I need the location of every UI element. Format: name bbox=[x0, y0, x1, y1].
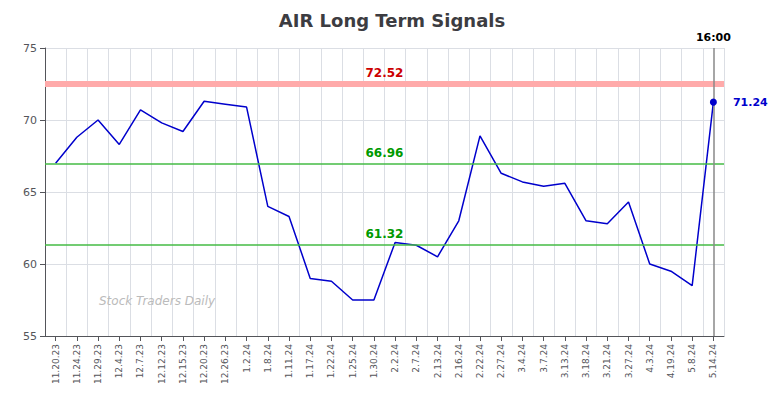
svg-text:16:00: 16:00 bbox=[696, 31, 731, 44]
svg-text:4.19.24: 4.19.24 bbox=[666, 344, 676, 379]
svg-text:11.24.23: 11.24.23 bbox=[72, 344, 82, 384]
svg-text:3.4.24: 3.4.24 bbox=[517, 344, 527, 373]
svg-text:2.7.24: 2.7.24 bbox=[411, 344, 421, 373]
svg-text:1.2.24: 1.2.24 bbox=[242, 344, 252, 373]
svg-text:2.16.24: 2.16.24 bbox=[454, 344, 464, 379]
svg-text:1.22.24: 1.22.24 bbox=[326, 344, 336, 379]
svg-text:55: 55 bbox=[23, 330, 37, 343]
svg-text:1.11.24: 1.11.24 bbox=[284, 344, 294, 379]
svg-text:Stock Traders Daily: Stock Traders Daily bbox=[99, 294, 216, 308]
svg-text:71.24: 71.24 bbox=[733, 96, 768, 109]
svg-text:12.7.23: 12.7.23 bbox=[135, 344, 145, 378]
svg-text:1.25.24: 1.25.24 bbox=[348, 344, 358, 379]
svg-text:12.4.23: 12.4.23 bbox=[114, 344, 124, 378]
svg-text:3.13.24: 3.13.24 bbox=[560, 344, 570, 379]
svg-text:12.20.23: 12.20.23 bbox=[199, 344, 209, 384]
svg-text:60: 60 bbox=[23, 258, 37, 271]
svg-text:3.27.24: 3.27.24 bbox=[624, 344, 634, 379]
svg-text:65: 65 bbox=[23, 186, 37, 199]
svg-text:1.8.24: 1.8.24 bbox=[263, 344, 273, 373]
svg-text:3.7.24: 3.7.24 bbox=[539, 344, 549, 373]
svg-text:1.17.24: 1.17.24 bbox=[305, 344, 315, 379]
svg-text:12.12.23: 12.12.23 bbox=[157, 344, 167, 384]
svg-text:2.2.24: 2.2.24 bbox=[390, 344, 400, 373]
svg-text:70: 70 bbox=[23, 114, 37, 127]
svg-text:12.15.23: 12.15.23 bbox=[178, 344, 188, 384]
svg-text:11.29.23: 11.29.23 bbox=[93, 344, 103, 384]
svg-text:3.18.24: 3.18.24 bbox=[581, 344, 591, 379]
svg-text:AIR Long Term Signals: AIR Long Term Signals bbox=[279, 10, 505, 31]
svg-text:5.8.24: 5.8.24 bbox=[687, 344, 697, 373]
svg-text:61.32: 61.32 bbox=[366, 227, 404, 241]
svg-text:75: 75 bbox=[23, 42, 37, 55]
svg-text:1.30.24: 1.30.24 bbox=[369, 344, 379, 379]
svg-text:3.21.24: 3.21.24 bbox=[602, 344, 612, 379]
svg-text:12.26.23: 12.26.23 bbox=[220, 344, 230, 384]
svg-text:72.52: 72.52 bbox=[366, 66, 404, 80]
svg-text:66.96: 66.96 bbox=[366, 146, 404, 160]
svg-text:2.22.24: 2.22.24 bbox=[475, 344, 485, 379]
svg-text:2.27.24: 2.27.24 bbox=[496, 344, 506, 379]
svg-text:4.3.24: 4.3.24 bbox=[645, 344, 655, 373]
svg-text:2.13.24: 2.13.24 bbox=[433, 344, 443, 379]
svg-text:11.20.23: 11.20.23 bbox=[51, 344, 61, 384]
svg-text:5.14.24: 5.14.24 bbox=[708, 344, 718, 379]
